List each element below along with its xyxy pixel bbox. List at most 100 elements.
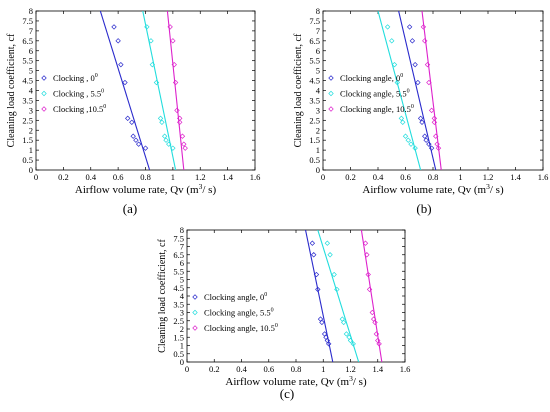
y-tick-label: 7.5 — [173, 233, 184, 243]
x-tick-label: 0.2 — [209, 364, 220, 374]
legend-marker — [328, 75, 334, 81]
chart-panel-a: 0 0.2 0.4 0.6 0.8 1 1.2 1.4 1.600.511.522.533.54… — [6, 6, 260, 216]
fit-line — [99, 11, 151, 170]
legend-label: Clocking , 5.50 — [53, 89, 104, 99]
x-tick-label: 0.4 — [373, 172, 384, 182]
data-point — [369, 309, 375, 316]
x-tick-label: 1.2 — [195, 172, 206, 182]
legend-label: Clocking ,10.50 — [53, 104, 106, 114]
data-point — [133, 137, 139, 143]
data-point — [347, 337, 354, 344]
y-tick-label: 3.5 — [309, 95, 320, 105]
y-tick-label: 0.5 — [309, 155, 320, 165]
y-tick-label: 3.5 — [22, 95, 33, 105]
y-tick-label: 6.5 — [173, 250, 184, 260]
data-point — [181, 141, 187, 147]
data-point — [419, 119, 425, 125]
data-point — [179, 133, 186, 139]
data-point — [376, 341, 382, 347]
y-tick-label: 7.5 — [309, 16, 320, 26]
y-tick-label: 5 — [180, 275, 184, 285]
data-point — [309, 240, 316, 246]
data-point — [111, 24, 117, 30]
y-tick-label: 4 — [29, 86, 34, 96]
legend-label: Clocking , 00 — [53, 73, 98, 83]
y-tick-label: 6.5 — [22, 36, 33, 46]
panel-caption: (a) — [123, 201, 137, 216]
data-point — [122, 79, 128, 86]
legend-label: Clocking angle, 10.50 — [204, 323, 278, 333]
y-tick-label: 4.5 — [173, 283, 184, 293]
data-point — [422, 38, 428, 44]
data-point — [350, 341, 356, 347]
data-point — [384, 24, 391, 30]
y-tick-label: 7 — [180, 242, 184, 252]
series-2 — [420, 11, 442, 170]
y-axis-label: Cleaning load coefficient, cf — [6, 33, 17, 147]
data-point — [412, 61, 418, 68]
legend-marker — [41, 106, 47, 112]
x-tick-label: 1.4 — [222, 172, 233, 182]
y-tick-label: 6.5 — [309, 36, 320, 46]
y-tick-label: 1.5 — [309, 135, 320, 145]
x-tick-label: 0.2 — [345, 172, 356, 182]
y-tick-label: 3 — [29, 105, 33, 115]
y-tick-label: 4.5 — [309, 76, 320, 86]
x-axis-label: Airflow volume rate, Qv (m3/ s) — [75, 182, 217, 196]
data-point — [366, 286, 373, 293]
fit-line — [304, 230, 334, 362]
legend-marker — [328, 90, 334, 97]
x-tick-label: 0 — [185, 364, 189, 374]
data-point — [409, 38, 416, 44]
data-point — [431, 119, 438, 125]
legend-marker — [192, 309, 198, 316]
data-point — [129, 119, 135, 125]
legend-marker — [192, 325, 198, 331]
x-tick-label: 1 — [458, 172, 462, 182]
y-tick-label: 8 — [316, 6, 320, 16]
panel-caption: (b) — [416, 201, 431, 216]
x-tick-label: 1.2 — [345, 364, 356, 374]
data-point — [159, 119, 165, 125]
legend-marker — [41, 90, 47, 97]
y-tick-label: 7 — [316, 26, 320, 36]
x-tick-label: 1.6 — [538, 172, 549, 182]
fit-line — [142, 11, 177, 170]
y-tick-label: 0.5 — [173, 349, 184, 359]
data-point — [172, 79, 179, 86]
y-tick-label: 3 — [180, 308, 184, 318]
data-point — [373, 331, 380, 337]
data-point — [372, 319, 378, 326]
data-point — [434, 141, 440, 147]
legend-label: Clocking angle, 5.50 — [340, 89, 410, 99]
fit-line — [360, 230, 383, 362]
legend-marker — [41, 75, 47, 81]
x-tick-label: 0.6 — [400, 172, 411, 182]
x-tick-label: 1.4 — [510, 172, 521, 182]
y-tick-label: 8 — [29, 6, 33, 16]
y-tick-label: 0 — [316, 165, 320, 175]
data-point — [405, 137, 411, 143]
y-tick-label: 2.5 — [22, 115, 33, 125]
fit-line — [421, 11, 442, 170]
data-point — [417, 115, 424, 122]
series-2 — [360, 230, 383, 362]
data-point — [170, 145, 176, 151]
data-point — [435, 145, 442, 151]
data-point — [182, 145, 188, 151]
legend-label: Clocking angle, 10.50 — [340, 104, 414, 114]
fit-line — [398, 11, 437, 170]
y-tick-label: 6 — [180, 258, 184, 268]
y-tick-label: 5 — [316, 66, 320, 76]
legend-label: Clocking angle, 00 — [204, 292, 267, 302]
data-point — [391, 61, 398, 68]
y-tick-label: 1 — [180, 341, 184, 351]
data-point — [319, 319, 325, 326]
data-point — [365, 271, 371, 278]
data-point — [389, 38, 395, 44]
data-point — [315, 286, 321, 293]
x-tick-label: 0.6 — [113, 172, 124, 182]
y-tick-label: 5 — [29, 66, 33, 76]
data-point — [343, 331, 350, 337]
